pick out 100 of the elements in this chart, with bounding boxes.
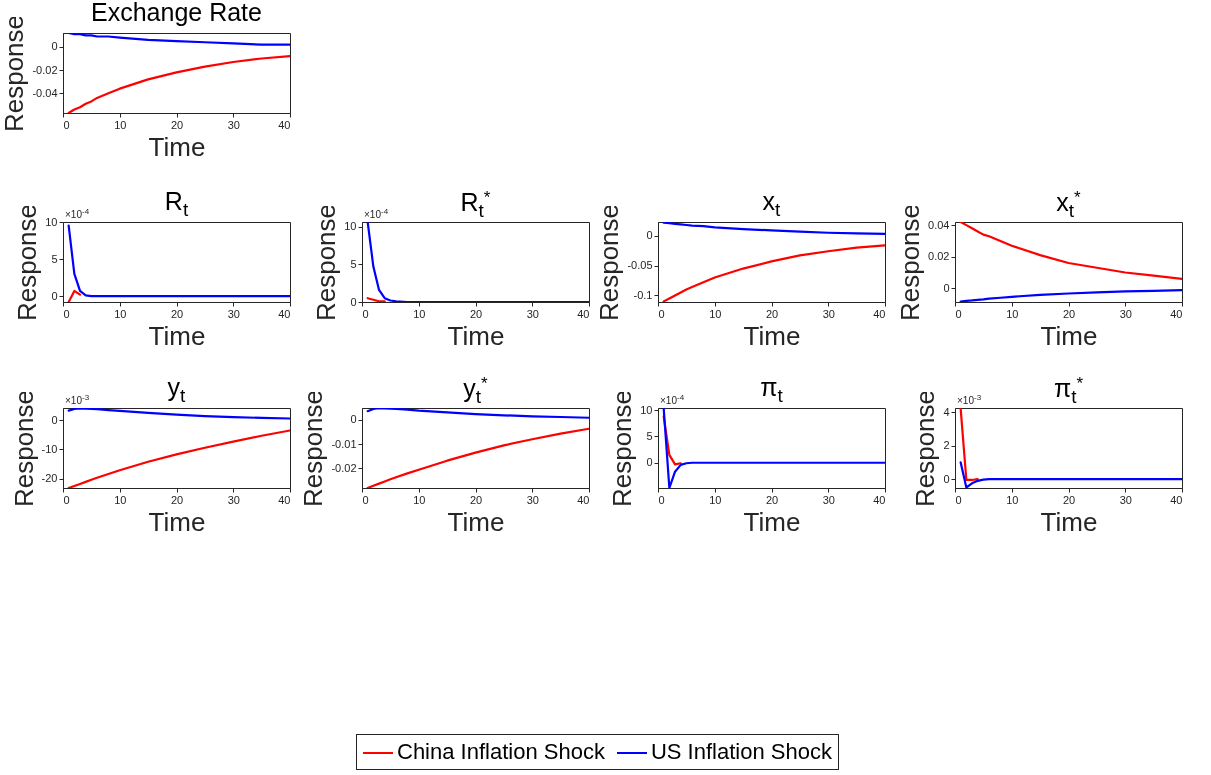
x-tick-label: 20 bbox=[765, 493, 779, 506]
y-axis-title: Response bbox=[298, 389, 329, 508]
x-tick-label: 30 bbox=[227, 493, 240, 506]
x-tick-label: 20 bbox=[1062, 493, 1076, 506]
x-axis-title: Time bbox=[447, 506, 505, 537]
line-series bbox=[662, 244, 885, 302]
text: ×10$^{-3}$ bbox=[957, 393, 982, 407]
y-tick-label: 10 bbox=[45, 215, 58, 228]
y-tick-label: -0.1 bbox=[633, 288, 653, 301]
x-tick-label: 10 bbox=[114, 118, 127, 131]
y-tick-label: -0.05 bbox=[627, 259, 653, 272]
x-tick-label: 20 bbox=[765, 307, 779, 320]
y-tick-label: 0 bbox=[51, 289, 58, 302]
y-tick-label: 10 bbox=[640, 403, 653, 416]
chart-title: R$_{t}$ bbox=[164, 187, 189, 220]
line-series bbox=[366, 222, 589, 302]
x-tick-label: 40 bbox=[278, 118, 291, 131]
x-tick-label: 20 bbox=[170, 307, 184, 320]
chart-title: π$_{t}$ bbox=[760, 373, 783, 406]
y-tick-label: 0 bbox=[943, 281, 950, 294]
x-tick-label: 10 bbox=[114, 307, 127, 320]
legend-label: China Inflation Shock bbox=[397, 739, 605, 764]
y-axis-title: Response bbox=[311, 203, 342, 322]
x-axis-title: Time bbox=[148, 506, 206, 537]
x-tick-label: 10 bbox=[709, 493, 722, 506]
x-tick-label: 20 bbox=[170, 493, 184, 506]
y-tick-label: 0.02 bbox=[928, 250, 950, 263]
line-series bbox=[67, 408, 290, 420]
x-tick-label: 0 bbox=[63, 493, 70, 506]
y-tick-label: 5 bbox=[350, 257, 357, 270]
y-axis-title: Response bbox=[607, 389, 638, 508]
chart-title: Exchange Rate bbox=[90, 0, 263, 26]
x-tick-label: 40 bbox=[577, 307, 590, 320]
x-axis-title: Time bbox=[148, 131, 206, 162]
x-tick-label: 10 bbox=[709, 307, 722, 320]
y-tick-label: 0 bbox=[51, 40, 58, 53]
x-tick-label: 40 bbox=[577, 493, 590, 506]
legend-label: US Inflation Shock bbox=[650, 739, 832, 764]
x-tick-label: 40 bbox=[278, 493, 291, 506]
line-series bbox=[959, 461, 1182, 488]
y-tick-label: -0.04 bbox=[32, 86, 58, 99]
y-axis-title: Response bbox=[910, 389, 941, 508]
line-series bbox=[366, 408, 589, 419]
text: ×10$^{-4}$ bbox=[364, 207, 389, 221]
y-axis-title: Response bbox=[0, 14, 30, 133]
x-axis-title: Time bbox=[148, 320, 206, 351]
text: ×10$^{-3}$ bbox=[65, 393, 90, 407]
x-tick-label: 30 bbox=[227, 307, 240, 320]
y-tick-label: 10 bbox=[344, 220, 357, 233]
y-tick-label: 2 bbox=[943, 439, 950, 452]
y-axis-title: Response bbox=[594, 203, 625, 322]
y-tick-label: 5 bbox=[51, 252, 58, 265]
x-axis-title: Time bbox=[743, 320, 801, 351]
x-tick-label: 10 bbox=[413, 307, 426, 320]
x-tick-label: 20 bbox=[170, 118, 184, 131]
x-tick-label: 0 bbox=[63, 307, 70, 320]
y-tick-label: 0 bbox=[646, 229, 653, 242]
y-tick-label: 0 bbox=[943, 472, 950, 485]
x-tick-label: 10 bbox=[413, 493, 426, 506]
x-axis-title: Time bbox=[447, 320, 505, 351]
chart-title: x$_{t}$ bbox=[761, 187, 782, 220]
x-tick-label: 30 bbox=[1119, 307, 1132, 320]
x-tick-label: 10 bbox=[1006, 493, 1019, 506]
x-tick-label: 30 bbox=[526, 493, 539, 506]
x-tick-label: 0 bbox=[362, 307, 369, 320]
y-tick-label: -10 bbox=[41, 442, 58, 455]
y-tick-label: 5 bbox=[646, 429, 653, 442]
y-tick-label: -0.01 bbox=[331, 437, 357, 450]
x-tick-label: 20 bbox=[469, 307, 483, 320]
x-tick-label: 20 bbox=[469, 493, 483, 506]
y-tick-label: 0.04 bbox=[928, 218, 950, 231]
y-tick-label: -20 bbox=[41, 472, 58, 485]
y-tick-label: 0 bbox=[51, 413, 58, 426]
x-tick-label: 0 bbox=[63, 118, 70, 131]
text: ×10$^{-4}$ bbox=[65, 207, 90, 221]
x-tick-label: 40 bbox=[873, 493, 886, 506]
x-tick-label: 30 bbox=[526, 307, 539, 320]
y-tick-label: 0 bbox=[350, 295, 357, 308]
x-tick-label: 0 bbox=[658, 493, 665, 506]
y-tick-label: 0 bbox=[646, 456, 653, 469]
y-axis-title: Response bbox=[12, 203, 43, 322]
line-series bbox=[67, 224, 290, 298]
x-axis-title: Time bbox=[1040, 506, 1098, 537]
line-series bbox=[366, 427, 589, 488]
line-series bbox=[959, 289, 1182, 302]
y-axis-title: Response bbox=[895, 203, 926, 322]
x-tick-label: 30 bbox=[822, 493, 835, 506]
x-tick-label: 40 bbox=[278, 307, 291, 320]
x-tick-label: 0 bbox=[955, 493, 962, 506]
y-tick-label: 0 bbox=[350, 413, 357, 426]
x-axis-title: Time bbox=[1040, 320, 1098, 351]
x-axis-title: Time bbox=[743, 506, 801, 537]
chart-title: y$_{t}$ bbox=[167, 373, 186, 406]
text: ×10$^{-4}$ bbox=[660, 393, 685, 407]
line-series bbox=[67, 55, 290, 113]
x-tick-label: 20 bbox=[1062, 307, 1076, 320]
x-tick-label: 0 bbox=[362, 493, 369, 506]
line-series bbox=[959, 222, 1182, 280]
x-tick-label: 0 bbox=[955, 307, 962, 320]
y-tick-label: -0.02 bbox=[331, 461, 357, 474]
